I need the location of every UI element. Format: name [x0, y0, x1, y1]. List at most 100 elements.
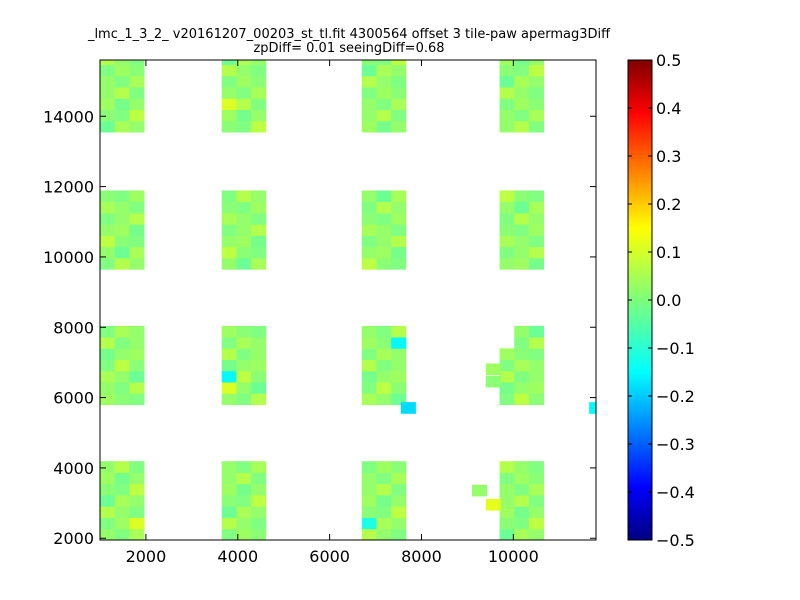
heatmap-cell	[236, 325, 252, 338]
heatmap-cell	[528, 224, 545, 236]
heatmap-cell	[499, 370, 515, 383]
colorbar-tick-label: 0.4	[656, 99, 681, 118]
heatmap-cell	[499, 359, 515, 372]
heatmap-cell	[236, 98, 252, 110]
heatmap-cell	[376, 325, 392, 338]
heatmap-cell	[361, 494, 377, 507]
heatmap-cell	[361, 257, 377, 270]
heatmap-cell	[361, 472, 377, 485]
heatmap-cell	[499, 472, 515, 485]
heatmap-cell	[391, 483, 407, 496]
heatmap-cell	[361, 224, 377, 236]
heatmap-cells	[100, 60, 597, 541]
heatmap-cell	[528, 212, 545, 225]
heatmap-cell	[514, 98, 530, 110]
heatmap-cell	[129, 528, 145, 541]
heatmap-cell	[100, 494, 116, 507]
heatmap-cell	[528, 87, 545, 99]
y-tick-label: 2000	[53, 529, 94, 548]
heatmap-cell	[376, 382, 392, 394]
heatmap-cell	[589, 402, 597, 414]
heatmap-cell	[251, 60, 267, 65]
heatmap-cell	[114, 64, 130, 77]
heatmap-cell	[361, 87, 377, 99]
heatmap-cell	[376, 494, 392, 507]
heatmap-cell	[528, 64, 545, 77]
x-tick-label: 8000	[401, 547, 442, 566]
heatmap-cell	[251, 494, 267, 507]
heatmap-cell	[391, 528, 407, 541]
colorbar-tick-label: −0.2	[656, 387, 695, 406]
heatmap-cell	[391, 393, 407, 406]
heatmap-cell	[236, 337, 252, 349]
heatmap-cell	[251, 348, 267, 360]
heatmap-cell	[391, 257, 407, 270]
heatmap-cell	[221, 257, 237, 270]
heatmap-cell	[499, 382, 515, 394]
heatmap-cell	[251, 75, 267, 88]
heatmap-cell	[100, 60, 116, 65]
heatmap-cell	[129, 370, 145, 383]
heatmap-cell	[528, 235, 545, 248]
colorbar-tick-label: 0.0	[656, 291, 681, 310]
heatmap-cell	[361, 517, 377, 530]
heatmap-cell	[361, 60, 377, 65]
heatmap-cell	[528, 348, 545, 360]
y-axis: 2000 4000 6000 8000 10000 12000 14000	[43, 107, 596, 548]
heatmap-cell	[114, 506, 130, 518]
heatmap-cell	[100, 75, 116, 88]
heatmap-cell	[114, 212, 130, 225]
heatmap-cell	[361, 370, 377, 383]
heatmap-cell	[100, 190, 116, 203]
heatmap-cell	[251, 109, 267, 122]
heatmap-cell	[514, 370, 530, 383]
heatmap-cell	[221, 359, 237, 372]
heatmap-cell	[499, 60, 515, 65]
heatmap-cell	[514, 212, 530, 225]
heatmap-cell	[114, 98, 130, 110]
y-tick-label: 12000	[43, 178, 94, 197]
heatmap-cell	[221, 483, 237, 496]
heatmap-cell	[129, 190, 145, 203]
heatmap-cell	[499, 64, 515, 77]
heatmap-cell	[361, 120, 377, 133]
heatmap-cell	[361, 528, 377, 541]
heatmap-cell	[514, 359, 530, 372]
heatmap-cell	[376, 224, 392, 236]
heatmap-cell	[236, 517, 252, 530]
heatmap-cell	[236, 212, 252, 225]
heatmap-cell	[129, 359, 145, 372]
plot-area	[100, 60, 597, 541]
heatmap-cell	[528, 75, 545, 88]
heatmap-cell	[114, 235, 130, 248]
heatmap-cell	[221, 75, 237, 88]
heatmap-cell	[376, 528, 392, 541]
heatmap-cell	[221, 382, 237, 394]
heatmap-cell	[100, 109, 116, 122]
heatmap-cell	[221, 109, 237, 122]
heatmap-cell	[499, 212, 515, 225]
heatmap-cell	[528, 472, 545, 485]
heatmap-cell	[376, 483, 392, 496]
heatmap-cell	[499, 98, 515, 110]
heatmap-cell	[361, 348, 377, 360]
heatmap-cell	[376, 98, 392, 110]
heatmap-cell	[376, 212, 392, 225]
chart-subtitle: zpDiff= 0.01 seeingDiff=0.68	[253, 41, 444, 56]
heatmap-cell	[528, 109, 545, 122]
heatmap-cell	[485, 498, 501, 511]
heatmap-cell	[514, 201, 530, 214]
heatmap-cell	[114, 370, 130, 383]
heatmap-cell	[499, 201, 515, 214]
heatmap-cell	[514, 517, 530, 530]
heatmap-cell	[236, 75, 252, 88]
heatmap-cell	[499, 461, 515, 473]
y-tick-label: 14000	[43, 107, 94, 126]
colorbar-tick-label: −0.4	[656, 483, 695, 502]
heatmap-cell	[221, 87, 237, 99]
heatmap-cell	[100, 348, 116, 360]
heatmap-cell	[221, 494, 237, 507]
heatmap-cell	[236, 494, 252, 507]
heatmap-cell	[528, 60, 545, 65]
